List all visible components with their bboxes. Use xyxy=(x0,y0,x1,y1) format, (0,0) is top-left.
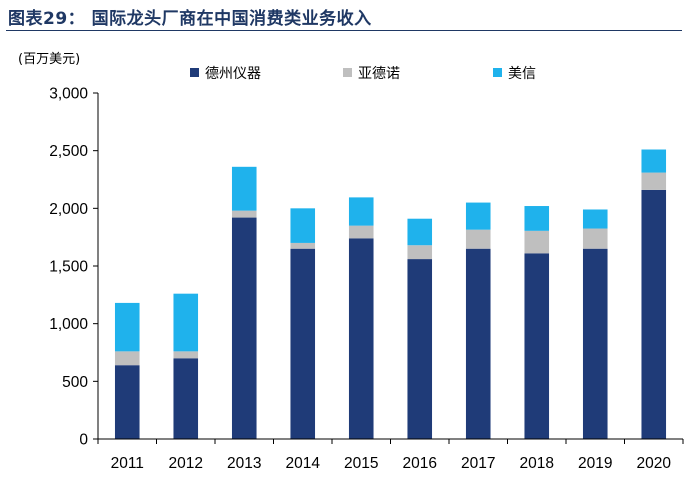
bar-2019-series-0 xyxy=(582,248,608,439)
legend: 德州仪器 亚德诺 美信 xyxy=(190,66,536,82)
x-tick-label: 2012 xyxy=(169,455,203,472)
bar-2019-series-1 xyxy=(582,228,608,249)
bar-2011-series-0 xyxy=(114,365,140,439)
bar-2015-series-2 xyxy=(348,197,374,226)
bar-2020-series-1 xyxy=(641,172,667,190)
x-tick-label: 2014 xyxy=(286,455,321,472)
bar-2018-series-2 xyxy=(524,206,550,231)
title-divider xyxy=(6,30,682,31)
x-tick-label: 2020 xyxy=(637,455,672,472)
bar-2011-series-1 xyxy=(114,351,140,366)
bar-2014-series-1 xyxy=(290,242,316,249)
bar-2015-series-0 xyxy=(348,238,374,439)
bar-2019-series-2 xyxy=(582,209,608,229)
y-tick-label: 2,500 xyxy=(49,143,88,160)
bar-2013-series-2 xyxy=(231,166,257,211)
bar-2016-series-0 xyxy=(407,259,433,439)
bar-2018-series-1 xyxy=(524,230,550,254)
bar-2017-series-2 xyxy=(465,202,491,230)
bar-2013-series-1 xyxy=(231,210,257,218)
y-tick-label: 1,500 xyxy=(49,259,88,276)
axes: 0 500 1,000 1,500 2,000 2,500 3,000 2011 2012 201… xyxy=(49,86,684,472)
bar-2017-series-0 xyxy=(465,248,491,439)
bar-2011-series-2 xyxy=(114,302,140,352)
bar-2017-series-1 xyxy=(465,229,491,249)
bar-2015-series-1 xyxy=(348,225,374,239)
y-tick-label: 1,000 xyxy=(49,316,88,333)
bar-2013-series-0 xyxy=(231,217,257,439)
y-unit-label: (百万美元) xyxy=(18,52,80,67)
legend-label-1: 亚德诺 xyxy=(358,66,400,82)
legend-label-0: 德州仪器 xyxy=(205,66,261,82)
bar-2018-series-0 xyxy=(524,253,550,439)
x-tick-label: 2019 xyxy=(578,455,612,472)
bar-2016-series-1 xyxy=(407,245,433,260)
bar-2012-series-1 xyxy=(173,351,199,359)
x-tick-label: 2018 xyxy=(520,455,554,472)
bar-2020-series-2 xyxy=(641,149,667,173)
x-tick-label: 2017 xyxy=(461,455,495,472)
x-tick-label: 2015 xyxy=(344,455,378,472)
legend-swatch-0 xyxy=(190,68,199,77)
x-tick-label: 2016 xyxy=(403,455,437,472)
y-tick-label: 2,000 xyxy=(49,201,88,218)
legend-swatch-1 xyxy=(343,68,352,77)
figure-title: 图表29： 国际龙头厂商在中国消费类业务收入 xyxy=(8,9,372,29)
bar-2014-series-2 xyxy=(290,208,316,243)
x-tick-label: 2013 xyxy=(227,455,261,472)
bars xyxy=(114,149,667,439)
legend-swatch-2 xyxy=(493,68,502,77)
y-tick-label: 0 xyxy=(79,432,88,449)
bar-2012-series-2 xyxy=(173,293,199,352)
bar-2014-series-0 xyxy=(290,248,316,439)
y-tick-label: 3,000 xyxy=(49,86,88,103)
bar-2020-series-0 xyxy=(641,189,667,439)
bar-2012-series-0 xyxy=(173,358,199,439)
x-tick-label: 2011 xyxy=(111,455,144,472)
bar-2016-series-2 xyxy=(407,218,433,246)
y-tick-label: 500 xyxy=(62,374,88,391)
legend-label-2: 美信 xyxy=(508,66,536,82)
